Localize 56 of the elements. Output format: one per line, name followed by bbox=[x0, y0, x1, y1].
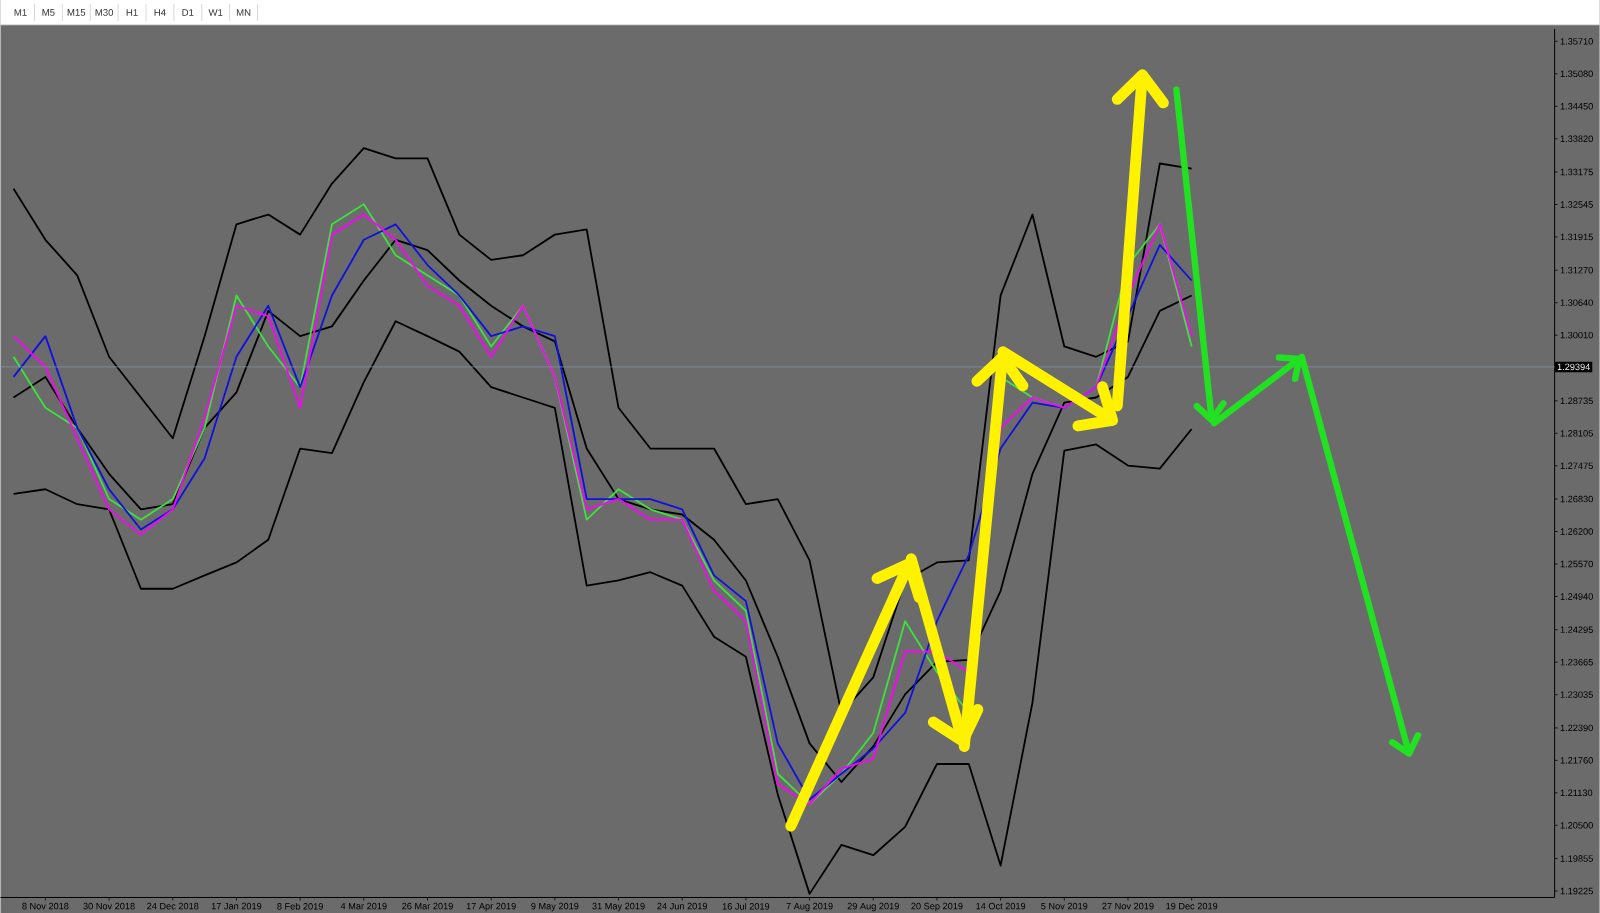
y-tick-label: 1.26830 bbox=[1560, 495, 1593, 503]
text: M15 bbox=[67, 8, 86, 16]
y-tick-label: 1.26200 bbox=[1560, 528, 1593, 535]
x-tick-label: 24 Dec 2018 bbox=[147, 902, 199, 910]
y-tick-label: 1.30010 bbox=[1560, 331, 1593, 339]
x-tick-label: 31 May 2019 bbox=[592, 902, 645, 911]
x-tick-label: 29 Aug 2019 bbox=[847, 902, 899, 911]
text: M1 bbox=[14, 8, 27, 16]
x-tick-label: 26 Mar 2019 bbox=[402, 902, 453, 910]
ref-line-label: 1.29394 bbox=[1557, 363, 1590, 370]
y-tick-label: 1.21130 bbox=[1560, 789, 1593, 796]
x-tick-label: 27 Nov 2019 bbox=[1102, 902, 1154, 910]
text: MN bbox=[236, 8, 251, 16]
text: M5 bbox=[42, 8, 55, 16]
y-tick-label: 1.19855 bbox=[1560, 855, 1593, 862]
y-tick-label: 1.22390 bbox=[1560, 724, 1593, 731]
x-tick-label: 8 Nov 2018 bbox=[22, 902, 69, 910]
y-tick-label: 1.25570 bbox=[1560, 560, 1593, 568]
y-tick-label: 1.24295 bbox=[1560, 626, 1593, 633]
text: H1 bbox=[126, 8, 138, 16]
y-tick-label: 1.19225 bbox=[1560, 887, 1593, 895]
line-series bbox=[12, 320, 1193, 895]
y-tick-label: 1.23665 bbox=[1560, 658, 1593, 666]
y-tick-label: 1.24940 bbox=[1560, 592, 1593, 600]
y-tick-label: 1.28105 bbox=[1560, 429, 1593, 437]
x-tick-label: 17 Jan 2019 bbox=[211, 902, 262, 910]
y-tick-label: 1.33820 bbox=[1560, 135, 1593, 142]
y-tick-label: 1.28735 bbox=[1560, 397, 1593, 404]
x-tick-label: 19 Dec 2019 bbox=[1166, 902, 1218, 910]
text: H4 bbox=[154, 8, 166, 16]
y-tick-label: 1.31915 bbox=[1560, 233, 1593, 240]
x-tick-label: 5 Nov 2019 bbox=[1041, 902, 1088, 910]
y-tick-label: 1.20500 bbox=[1560, 821, 1593, 829]
x-tick-label: 8 Feb 2019 bbox=[277, 902, 323, 910]
y-tick-label: 1.31270 bbox=[1560, 266, 1593, 274]
x-tick-label: 9 May 2019 bbox=[531, 902, 579, 911]
y-tick-label: 1.32545 bbox=[1560, 200, 1593, 208]
text: M30 bbox=[95, 8, 114, 16]
y-tick-label: 1.33175 bbox=[1560, 168, 1593, 176]
text: W1 bbox=[208, 8, 223, 16]
y-tick-label: 1.21760 bbox=[1560, 756, 1593, 764]
y-tick-label: 1.34450 bbox=[1560, 102, 1593, 110]
x-tick-label: 20 Sep 2019 bbox=[911, 902, 963, 911]
x-tick-label: 24 Jun 2019 bbox=[657, 902, 708, 910]
y-tick-label: 1.30640 bbox=[1560, 299, 1593, 306]
y-tick-label: 1.35080 bbox=[1560, 70, 1593, 77]
x-tick-label: 4 Mar 2019 bbox=[340, 902, 387, 910]
x-tick-label: 30 Nov 2018 bbox=[83, 902, 135, 910]
x-tick-label: 14 Oct 2019 bbox=[976, 902, 1026, 910]
x-tick-label: 7 Aug 2019 bbox=[786, 902, 833, 911]
y-tick-label: 1.27475 bbox=[1560, 462, 1593, 469]
x-tick-label: 16 Jul 2019 bbox=[722, 902, 770, 910]
y-tick-label: 1.35710 bbox=[1560, 37, 1593, 45]
y-tick-label: 1.23035 bbox=[1560, 691, 1593, 698]
text: D1 bbox=[182, 8, 194, 16]
x-tick-label: 17 Apr 2019 bbox=[466, 902, 516, 911]
